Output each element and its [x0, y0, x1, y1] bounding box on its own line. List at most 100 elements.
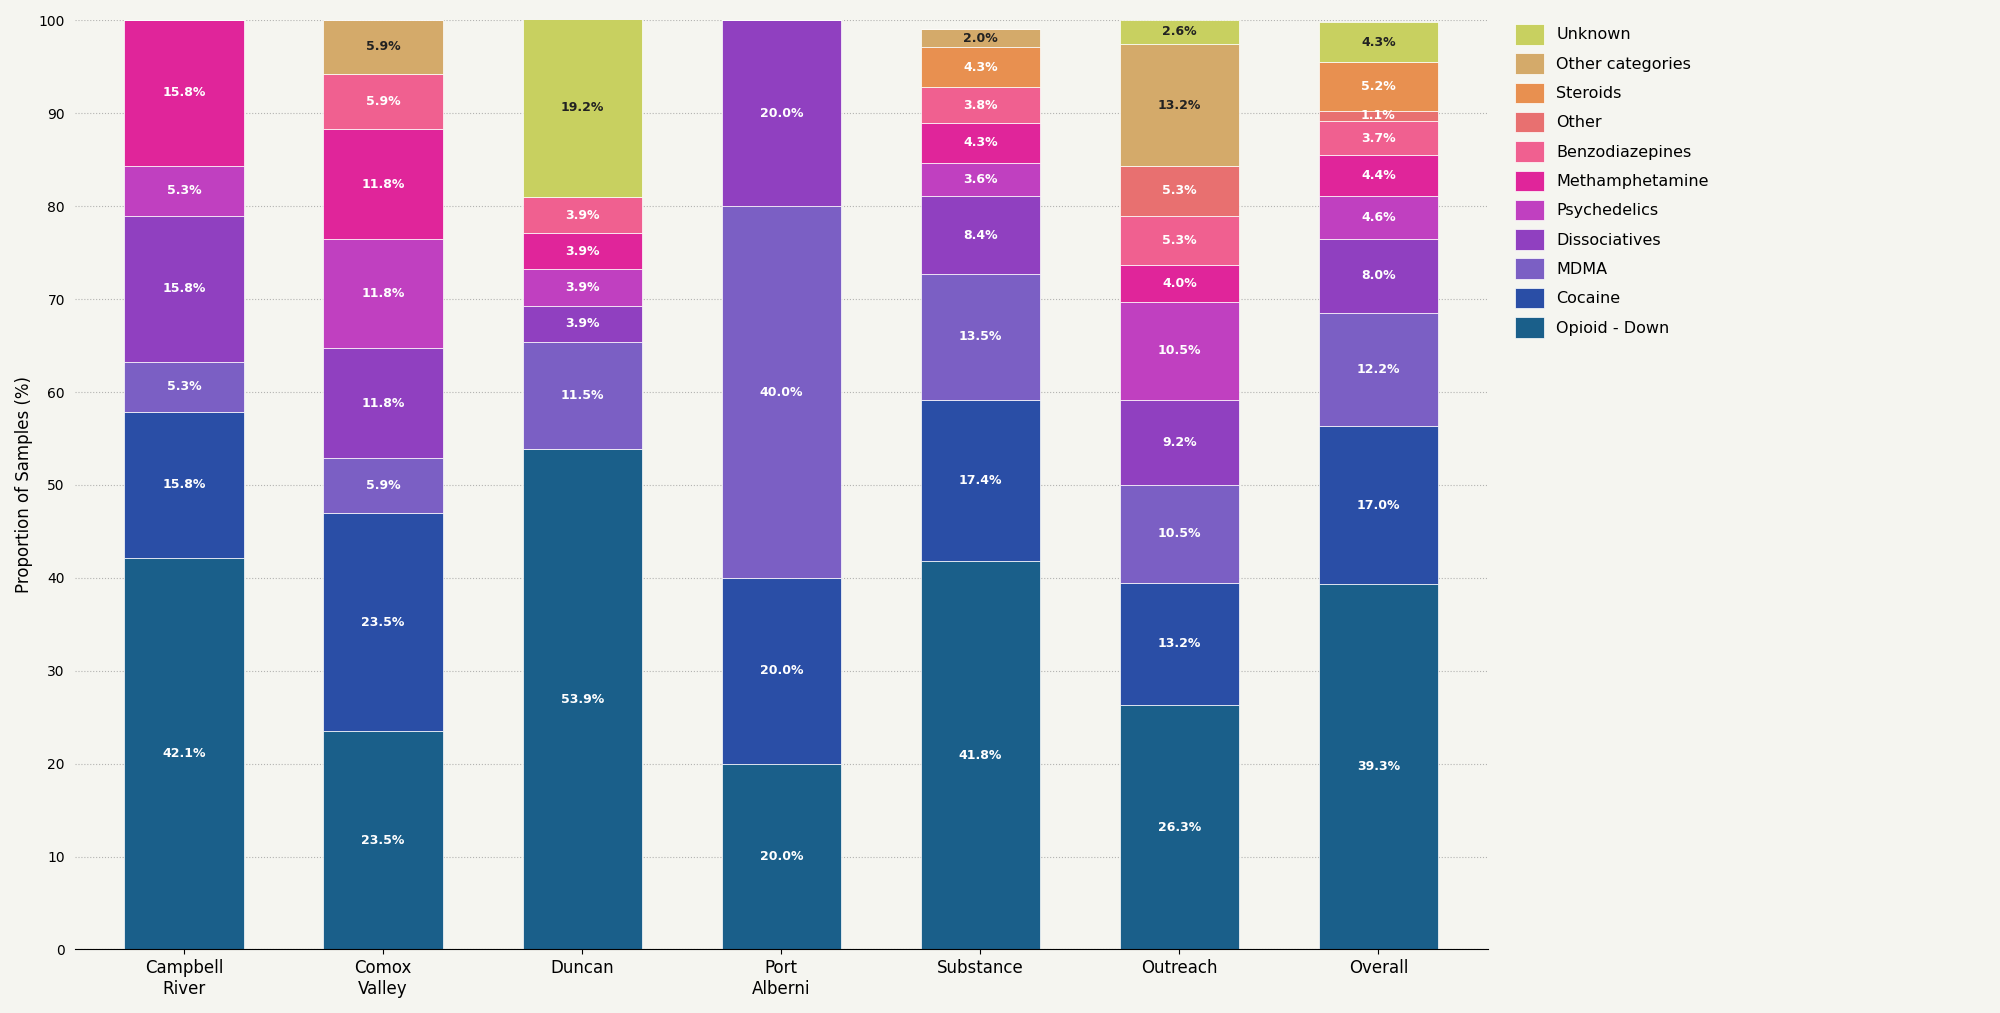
Text: 3.6%: 3.6%	[964, 173, 998, 185]
Text: 19.2%: 19.2%	[560, 101, 604, 114]
Text: 4.0%: 4.0%	[1162, 277, 1196, 290]
Bar	[1318, 426, 1438, 585]
Bar	[324, 130, 442, 239]
Bar	[1120, 19, 1240, 44]
Text: 3.7%: 3.7%	[1362, 132, 1396, 145]
Text: 10.5%: 10.5%	[1158, 344, 1202, 358]
Bar	[1120, 264, 1240, 302]
Bar	[722, 20, 840, 207]
Text: 26.3%: 26.3%	[1158, 821, 1202, 834]
Text: 4.3%: 4.3%	[964, 61, 998, 74]
Text: 15.8%: 15.8%	[162, 86, 206, 99]
Text: 39.3%: 39.3%	[1356, 761, 1400, 774]
Text: 2.0%: 2.0%	[962, 31, 998, 45]
Bar	[1120, 705, 1240, 949]
Bar	[324, 239, 442, 348]
Bar	[522, 18, 642, 197]
Text: 5.2%: 5.2%	[1362, 80, 1396, 93]
Bar	[1120, 216, 1240, 264]
Text: 8.4%: 8.4%	[964, 229, 998, 241]
Bar	[1318, 155, 1438, 197]
Text: 3.9%: 3.9%	[564, 209, 600, 222]
Text: 20.0%: 20.0%	[760, 107, 804, 120]
Bar	[522, 269, 642, 306]
Text: 5.9%: 5.9%	[366, 41, 400, 54]
Text: 4.4%: 4.4%	[1362, 169, 1396, 182]
Bar	[324, 19, 442, 74]
Text: 5.3%: 5.3%	[166, 184, 202, 198]
Bar	[1120, 399, 1240, 485]
Bar	[1318, 110, 1438, 121]
Bar	[1318, 585, 1438, 949]
Text: 15.8%: 15.8%	[162, 283, 206, 296]
Text: 3.9%: 3.9%	[564, 317, 600, 330]
Bar	[124, 558, 244, 949]
Text: 11.5%: 11.5%	[560, 389, 604, 402]
Bar	[1318, 22, 1438, 63]
Text: 15.8%: 15.8%	[162, 478, 206, 491]
Bar	[522, 449, 642, 949]
Text: 5.3%: 5.3%	[1162, 234, 1196, 247]
Text: 3.9%: 3.9%	[564, 245, 600, 258]
Bar	[124, 19, 244, 166]
Bar	[722, 764, 840, 949]
Text: 23.5%: 23.5%	[362, 834, 404, 847]
Text: 4.3%: 4.3%	[964, 136, 998, 149]
Bar	[324, 348, 442, 458]
Bar	[324, 74, 442, 130]
Bar	[1120, 44, 1240, 166]
Text: 42.1%: 42.1%	[162, 748, 206, 761]
Legend: Unknown, Other categories, Steroids, Other, Benzodiazepines, Methamphetamine, Ps: Unknown, Other categories, Steroids, Oth…	[1510, 19, 1714, 342]
Text: 3.8%: 3.8%	[964, 98, 998, 111]
Bar	[324, 731, 442, 949]
Bar	[1318, 121, 1438, 155]
Text: 20.0%: 20.0%	[760, 850, 804, 863]
Bar	[1318, 239, 1438, 313]
Bar	[920, 163, 1040, 197]
Text: 13.2%: 13.2%	[1158, 98, 1202, 111]
Bar	[920, 123, 1040, 163]
Bar	[1318, 197, 1438, 239]
Text: 2.6%: 2.6%	[1162, 25, 1196, 38]
Text: 5.3%: 5.3%	[166, 381, 202, 393]
Text: 12.2%: 12.2%	[1356, 364, 1400, 376]
Bar	[1120, 166, 1240, 216]
Bar	[124, 411, 244, 558]
Bar	[722, 207, 840, 577]
Bar	[1120, 582, 1240, 705]
Text: 20.0%: 20.0%	[760, 665, 804, 678]
Bar	[920, 87, 1040, 123]
Bar	[1318, 63, 1438, 110]
Bar	[1318, 313, 1438, 426]
Text: 53.9%: 53.9%	[560, 693, 604, 706]
Bar	[522, 197, 642, 233]
Text: 17.4%: 17.4%	[958, 474, 1002, 487]
Bar	[522, 342, 642, 449]
Bar	[920, 28, 1040, 48]
Text: 1.1%: 1.1%	[1362, 109, 1396, 123]
Text: 11.8%: 11.8%	[362, 397, 404, 409]
Text: 13.2%: 13.2%	[1158, 637, 1202, 650]
Bar	[324, 458, 442, 513]
Text: 5.3%: 5.3%	[1162, 184, 1196, 198]
Bar	[920, 275, 1040, 399]
Text: 5.9%: 5.9%	[366, 479, 400, 492]
Bar	[1120, 485, 1240, 582]
Text: 17.0%: 17.0%	[1356, 499, 1400, 512]
Text: 23.5%: 23.5%	[362, 616, 404, 628]
Text: 3.9%: 3.9%	[564, 281, 600, 294]
Bar	[920, 48, 1040, 87]
Bar	[920, 399, 1040, 561]
Text: 4.6%: 4.6%	[1362, 211, 1396, 224]
Y-axis label: Proportion of Samples (%): Proportion of Samples (%)	[14, 377, 32, 594]
Text: 11.8%: 11.8%	[362, 287, 404, 300]
Text: 8.0%: 8.0%	[1362, 269, 1396, 283]
Bar	[920, 197, 1040, 275]
Text: 5.9%: 5.9%	[366, 95, 400, 108]
Bar	[124, 216, 244, 363]
Text: 9.2%: 9.2%	[1162, 436, 1196, 449]
Text: 4.3%: 4.3%	[1362, 35, 1396, 49]
Bar	[1120, 302, 1240, 399]
Bar	[722, 577, 840, 764]
Text: 10.5%: 10.5%	[1158, 527, 1202, 540]
